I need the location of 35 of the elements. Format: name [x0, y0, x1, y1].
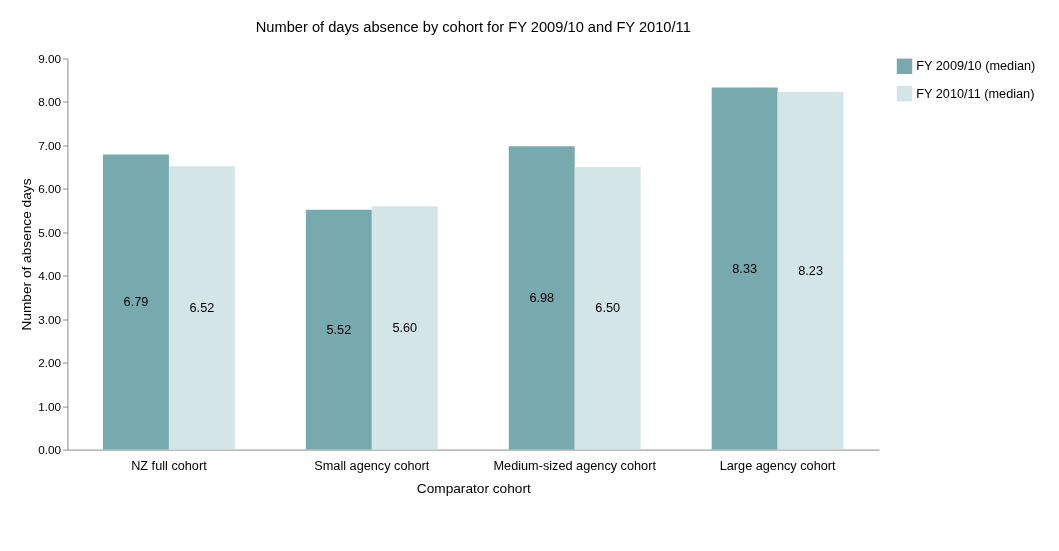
bar: [371, 206, 438, 450]
y-tick-label: 2.00: [38, 356, 62, 370]
data-label: 6.50: [595, 300, 621, 316]
y-tick-label: 5.00: [38, 225, 62, 239]
data-label: 6.79: [123, 293, 149, 309]
bar: [711, 87, 778, 450]
x-tick-label: Large agency cohort: [719, 457, 836, 473]
chart-title: Number of days absence by cohort for FY 2009/10 and FY 2010/11: [255, 19, 691, 36]
x-tick-label: NZ full cohort: [131, 457, 208, 473]
legend-label: FY 2010/11 (median): [916, 85, 1035, 101]
data-label: 8.23: [798, 262, 823, 278]
y-tick-label: 6.00: [38, 182, 62, 196]
x-axis-title: Comparator cohort: [416, 481, 531, 497]
y-tick-label: 0.00: [38, 443, 62, 456]
bar: [102, 154, 169, 450]
data-label: 8.33: [732, 260, 758, 276]
bar: [168, 166, 235, 450]
legend-label: FY 2009/10 (median): [916, 58, 1036, 74]
y-tick-label: 7.00: [38, 138, 62, 152]
bar: [508, 146, 575, 450]
bar: [574, 167, 641, 450]
y-tick-label: 4.00: [38, 269, 62, 283]
y-tick-label: 1.00: [38, 399, 62, 413]
data-label: 5.52: [326, 321, 352, 337]
y-axis-title: Number of absence days: [19, 178, 35, 331]
y-tick-label: 9.00: [38, 51, 62, 65]
bar: [305, 209, 372, 450]
data-label: 6.52: [189, 299, 215, 315]
x-tick-label: Medium-sized agency cohort: [493, 457, 657, 473]
bar: [777, 91, 844, 450]
x-tick-label: Small agency cohort: [314, 457, 430, 473]
y-tick-label: 3.00: [38, 312, 62, 326]
y-tick-label: 8.00: [38, 95, 62, 109]
data-label: 6.98: [529, 289, 555, 305]
data-label: 5.60: [392, 319, 418, 335]
